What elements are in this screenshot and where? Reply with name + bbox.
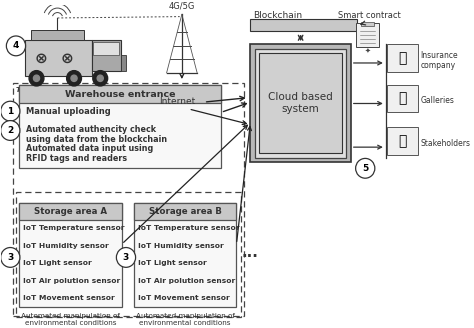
Bar xyxy=(93,42,119,55)
Bar xyxy=(134,202,237,307)
Text: Automated authencity check
using data from the blockchain: Automated authencity check using data fr… xyxy=(26,125,167,144)
Bar xyxy=(387,44,419,72)
Bar xyxy=(356,23,379,47)
Text: Manual uploading: Manual uploading xyxy=(26,107,111,116)
Text: 1: 1 xyxy=(7,107,13,116)
Bar xyxy=(19,85,221,103)
Circle shape xyxy=(0,248,20,267)
Bar xyxy=(31,30,83,40)
Ellipse shape xyxy=(159,86,196,113)
Text: Internet: Internet xyxy=(159,97,196,106)
Circle shape xyxy=(71,75,77,81)
Text: 🧑: 🧑 xyxy=(399,134,407,148)
Text: ⊗: ⊗ xyxy=(35,51,48,66)
Bar xyxy=(250,19,357,31)
Text: Storage area A: Storage area A xyxy=(34,207,107,215)
Text: Storage area B: Storage area B xyxy=(149,207,221,215)
Bar xyxy=(19,202,122,220)
Bar xyxy=(16,192,241,317)
Text: Automated manipulation of
environmental conditions: Automated manipulation of environmental … xyxy=(21,313,120,326)
Circle shape xyxy=(6,36,26,56)
Bar xyxy=(387,127,419,155)
Text: IoT Air polution sensor: IoT Air polution sensor xyxy=(138,278,236,284)
Text: 3: 3 xyxy=(7,253,13,262)
Text: Cloud based
system: Cloud based system xyxy=(268,92,333,114)
Bar xyxy=(92,40,121,71)
Circle shape xyxy=(0,121,20,140)
Bar xyxy=(121,55,126,71)
Circle shape xyxy=(34,75,39,81)
Bar xyxy=(19,202,122,307)
Circle shape xyxy=(97,75,103,81)
Text: Stakeholders: Stakeholders xyxy=(421,139,471,148)
Circle shape xyxy=(29,71,44,86)
Text: 2: 2 xyxy=(7,126,13,135)
Text: IoT Movement sensor: IoT Movement sensor xyxy=(23,295,115,301)
Circle shape xyxy=(93,71,108,86)
Ellipse shape xyxy=(161,105,194,119)
Text: Automated manipulation of
environmental conditions: Automated manipulation of environmental … xyxy=(136,313,235,326)
Bar xyxy=(19,85,221,168)
Text: 4: 4 xyxy=(13,41,19,51)
Text: IoT Air polution sensor: IoT Air polution sensor xyxy=(23,278,121,284)
Text: Transporting vehicle with
environmental sensors: Transporting vehicle with environmental … xyxy=(16,87,120,100)
Circle shape xyxy=(0,101,20,121)
Bar xyxy=(13,83,244,316)
Text: IoT Humidity sensor: IoT Humidity sensor xyxy=(138,243,224,249)
Text: Blockchain: Blockchain xyxy=(254,11,302,20)
Text: 👥: 👥 xyxy=(399,51,407,65)
Text: ...: ... xyxy=(242,245,259,260)
Ellipse shape xyxy=(176,87,194,104)
Ellipse shape xyxy=(183,98,205,117)
Text: IoT Temperature sensor: IoT Temperature sensor xyxy=(23,225,125,231)
Bar xyxy=(255,49,346,157)
Text: IoT Light sensor: IoT Light sensor xyxy=(23,260,92,266)
Text: Warehouse entrance: Warehouse entrance xyxy=(64,90,175,98)
Text: ⊗: ⊗ xyxy=(61,51,73,66)
Bar xyxy=(259,53,342,153)
Bar xyxy=(25,40,92,76)
Text: ✦: ✦ xyxy=(365,47,371,53)
Circle shape xyxy=(67,71,82,86)
Text: Galleries: Galleries xyxy=(421,96,455,105)
Bar xyxy=(250,44,351,162)
Text: IoT Temperature sensor: IoT Temperature sensor xyxy=(138,225,240,231)
Text: IoT Humidity sensor: IoT Humidity sensor xyxy=(23,243,109,249)
Circle shape xyxy=(356,158,375,178)
Ellipse shape xyxy=(161,86,177,102)
Text: 👥: 👥 xyxy=(399,92,407,106)
Text: Insurance
company: Insurance company xyxy=(421,51,458,70)
Text: Automated data input using
RFID tags and readers: Automated data input using RFID tags and… xyxy=(26,144,153,163)
Ellipse shape xyxy=(148,95,171,116)
Text: IoT Movement sensor: IoT Movement sensor xyxy=(138,295,230,301)
Bar xyxy=(387,85,419,113)
Text: 4G/5G: 4G/5G xyxy=(169,2,195,11)
Text: IoT Light sensor: IoT Light sensor xyxy=(138,260,207,266)
Bar xyxy=(134,202,237,220)
Text: 5: 5 xyxy=(362,164,368,173)
Bar xyxy=(361,22,374,26)
Text: Smart contract: Smart contract xyxy=(338,11,401,20)
Circle shape xyxy=(117,248,136,267)
Text: 3: 3 xyxy=(123,253,129,262)
